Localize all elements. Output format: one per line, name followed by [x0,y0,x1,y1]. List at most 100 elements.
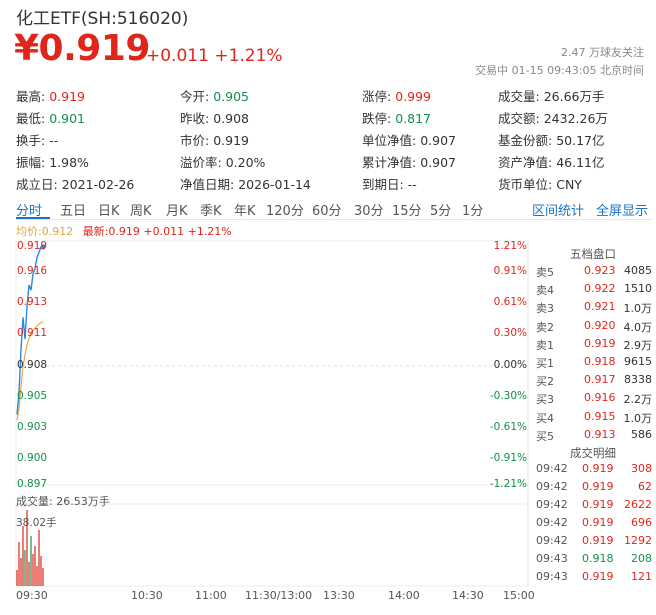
order-book-row: 买2 0.917 8338 [536,373,652,391]
stat-label: 最高: [16,89,46,104]
time-tick: 11:00 [195,589,227,602]
stat-label: 成交量: [498,89,540,104]
trade-row: 09:42 0.919 696 [536,516,652,534]
trade-row: 09:43 0.919 121 [536,570,652,588]
order-price: 0.917 [584,373,616,387]
order-book-row: 买3 0.916 2.2万 [536,391,652,409]
tab-12[interactable]: 1分 [462,204,484,219]
trade-price: 0.919 [582,498,614,511]
trade-price: 0.919 [582,462,614,475]
tab-1[interactable]: 五日 [60,204,87,219]
stat-item: 成立日: 2021-02-26 [16,174,134,193]
order-volume: 8338 [624,373,652,387]
tab-0[interactable]: 分时 [16,204,43,219]
order-price: 0.919 [584,336,616,350]
volume-bar [34,546,36,586]
volume-label: 成交量: 26.53万手 [16,495,110,508]
order-price: 0.923 [584,264,616,277]
tab-6[interactable]: 年K [234,204,256,219]
stat-label: 振幅: [16,155,46,170]
stat-label: 到期日: [362,177,404,192]
price-tick: 0.897 [17,478,48,490]
tabs-divider [16,219,652,220]
order-book-row: 卖4 0.922 1510 [536,282,652,300]
trade-volume: 1292 [624,534,652,547]
order-side: 买1 [536,357,554,370]
stat-label: 最低: [16,111,46,126]
tab-5[interactable]: 季K [200,204,222,219]
stat-item: 最高: 0.919 [16,86,85,105]
stat-value: 2021-02-26 [61,177,135,192]
change-percent: +1.21% [214,46,283,66]
tab-3[interactable]: 周K [130,204,152,219]
trade-volume: 121 [631,570,652,583]
stat-item: 基金份额: 50.17亿 [498,130,605,149]
stat-label: 跌停: [362,111,392,126]
trade-time: 09:42 [536,498,568,511]
stat-value: 0.20% [225,155,266,170]
stat-label: 涨停: [362,89,392,104]
stat-item: 成交额: 2432.26万 [498,108,608,127]
order-book-title: 五档盘口 [570,247,616,261]
volume-bar [18,542,20,586]
stat-value: 0.907 [420,155,457,170]
stat-value: 46.11亿 [556,155,605,170]
interval-stats-link[interactable]: 区间统计 [532,204,585,219]
percent-tick: 1.21% [493,240,527,252]
trade-row: 09:42 0.919 308 [536,462,652,480]
time-tick: 15:00 [503,589,535,602]
trade-price: 0.918 [582,552,614,565]
stat-item: 净值日期: 2026-01-14 [180,174,311,193]
stat-value: -- [407,177,417,192]
order-volume: 4085 [624,264,652,277]
volume-frame [15,503,529,587]
time-tick: 13:30 [323,589,355,602]
trade-price: 0.919 [582,480,614,493]
stat-label: 成立日: [16,177,58,192]
order-book-row: 卖1 0.919 2.9万 [536,337,652,355]
tab-2[interactable]: 日K [98,204,120,219]
price-line [16,246,43,415]
stat-label: 净值日期: [180,177,235,192]
stat-value: 0.817 [395,111,432,126]
stat-label: 货币单位: [498,177,553,192]
trade-volume: 62 [638,480,652,493]
stat-item: 今开: 0.905 [180,86,249,105]
tab-4[interactable]: 月K [166,204,188,219]
price-tick: 0.913 [17,296,48,308]
order-side: 卖4 [536,284,554,298]
change-value: +0.011 [146,46,209,66]
order-volume: 2.9万 [623,338,653,352]
chart-legend: 均价:0.912 最新:0.919 +0.011 +1.21% [16,223,232,239]
order-book-row: 买4 0.915 1.0万 [536,410,652,428]
order-book-row: 卖5 0.923 4085 [536,264,652,282]
stat-item: 资产净值: 46.11亿 [498,152,605,171]
chart-frame [15,240,529,486]
stat-item: 振幅: 1.98% [16,152,89,171]
order-price: 0.921 [584,300,616,314]
volume-bar [36,566,38,586]
volume-bar [40,556,42,586]
tab-10[interactable]: 15分 [392,204,422,219]
page-title: 化工ETF(SH:516020) [16,9,189,29]
stat-item: 市价: 0.919 [180,130,249,149]
stat-value: 1.98% [49,155,89,170]
tab-9[interactable]: 30分 [354,204,384,219]
trade-volume: 308 [631,462,652,475]
fullscreen-link[interactable]: 全屏显示 [596,204,649,219]
stat-item: 货币单位: CNY [498,174,582,193]
order-price: 0.916 [584,391,616,405]
trade-row: 09:42 0.919 2622 [536,498,652,516]
tab-8[interactable]: 60分 [312,204,342,219]
order-book-row: 卖3 0.921 1.0万 [536,300,652,318]
volume-bar [30,536,32,586]
tab-11[interactable]: 5分 [430,204,452,219]
stat-value: 0.908 [213,111,250,126]
time-tick: 10:30 [131,589,163,602]
percent-tick: 0.00% [493,359,527,371]
tab-7[interactable]: 120分 [266,204,304,219]
stat-value: 0.919 [49,89,86,104]
trade-time: 09:42 [536,480,568,493]
order-side: 买2 [536,375,554,389]
